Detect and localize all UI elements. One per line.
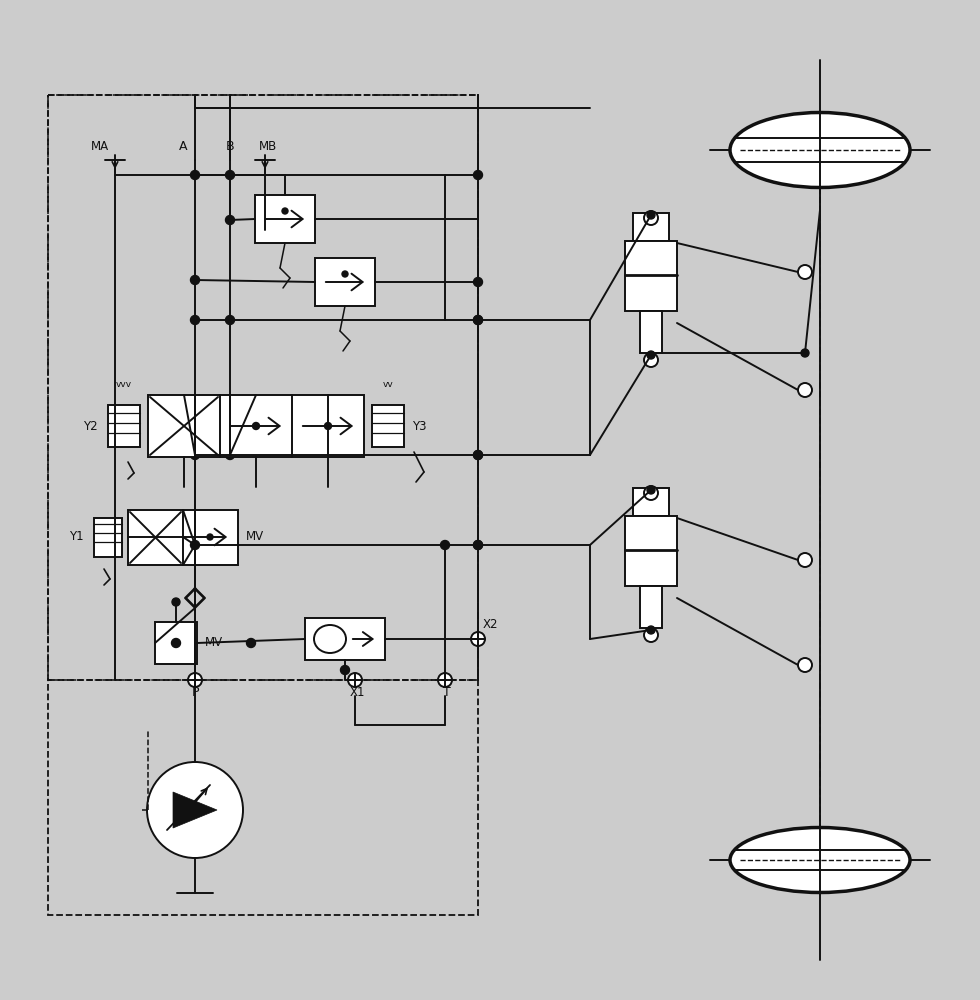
Circle shape xyxy=(225,216,234,225)
Bar xyxy=(633,213,669,241)
Circle shape xyxy=(190,275,200,284)
Circle shape xyxy=(644,628,658,642)
Circle shape xyxy=(473,540,482,550)
Circle shape xyxy=(473,540,482,550)
Bar xyxy=(108,405,140,447)
Bar xyxy=(315,258,375,306)
Bar xyxy=(148,395,364,457)
Circle shape xyxy=(647,211,655,219)
Circle shape xyxy=(282,208,288,214)
Ellipse shape xyxy=(730,112,910,188)
Circle shape xyxy=(438,673,452,687)
Circle shape xyxy=(172,598,180,606)
Text: A: A xyxy=(178,140,187,153)
Bar xyxy=(94,518,122,557)
Circle shape xyxy=(342,271,348,277)
Ellipse shape xyxy=(730,828,910,892)
Circle shape xyxy=(190,540,200,550)
Bar xyxy=(372,405,404,447)
Text: Y2: Y2 xyxy=(83,420,98,432)
Bar xyxy=(640,311,662,353)
Bar xyxy=(640,586,662,628)
Circle shape xyxy=(348,673,362,687)
Text: MB: MB xyxy=(259,140,277,153)
Circle shape xyxy=(471,632,485,646)
Circle shape xyxy=(207,534,213,540)
Circle shape xyxy=(147,762,243,858)
Text: Y1: Y1 xyxy=(70,530,84,544)
Bar xyxy=(305,618,385,660)
Text: Y3: Y3 xyxy=(412,420,426,432)
Circle shape xyxy=(644,486,658,500)
Circle shape xyxy=(188,673,202,687)
Circle shape xyxy=(798,265,812,279)
Circle shape xyxy=(247,639,256,648)
Text: X2: X2 xyxy=(483,618,499,632)
Circle shape xyxy=(473,277,482,286)
Circle shape xyxy=(798,553,812,567)
Text: MV: MV xyxy=(205,637,223,650)
Bar xyxy=(625,241,677,311)
Text: vvv: vvv xyxy=(116,380,132,389)
Circle shape xyxy=(473,316,482,324)
Circle shape xyxy=(644,353,658,367)
Text: X1: X1 xyxy=(349,686,365,699)
Text: MA: MA xyxy=(91,140,109,153)
Circle shape xyxy=(473,450,482,460)
Circle shape xyxy=(190,170,200,180)
Text: T: T xyxy=(443,686,451,699)
Circle shape xyxy=(324,422,331,430)
Circle shape xyxy=(172,639,180,648)
Circle shape xyxy=(647,351,655,359)
Circle shape xyxy=(798,658,812,672)
Circle shape xyxy=(801,349,809,357)
Text: vv: vv xyxy=(382,380,393,389)
Circle shape xyxy=(473,170,482,180)
Circle shape xyxy=(340,666,350,674)
Circle shape xyxy=(647,486,655,494)
Ellipse shape xyxy=(314,625,346,653)
Bar xyxy=(633,488,669,516)
Bar xyxy=(48,95,478,680)
Circle shape xyxy=(440,540,450,550)
Circle shape xyxy=(473,450,482,460)
Circle shape xyxy=(644,211,658,225)
Bar xyxy=(128,510,238,565)
Circle shape xyxy=(798,383,812,397)
Circle shape xyxy=(473,316,482,324)
Text: P: P xyxy=(191,686,199,699)
Bar xyxy=(255,195,315,243)
Circle shape xyxy=(190,676,200,684)
Circle shape xyxy=(190,450,200,460)
Bar xyxy=(48,95,478,915)
Circle shape xyxy=(190,316,200,324)
Circle shape xyxy=(225,170,234,180)
Circle shape xyxy=(647,626,655,634)
Bar xyxy=(625,516,677,586)
Text: MV: MV xyxy=(246,530,265,544)
Polygon shape xyxy=(173,792,217,828)
Text: B: B xyxy=(225,140,234,153)
Circle shape xyxy=(225,316,234,324)
Bar xyxy=(155,622,197,664)
Circle shape xyxy=(190,540,200,550)
Circle shape xyxy=(253,422,260,430)
Circle shape xyxy=(225,450,234,460)
